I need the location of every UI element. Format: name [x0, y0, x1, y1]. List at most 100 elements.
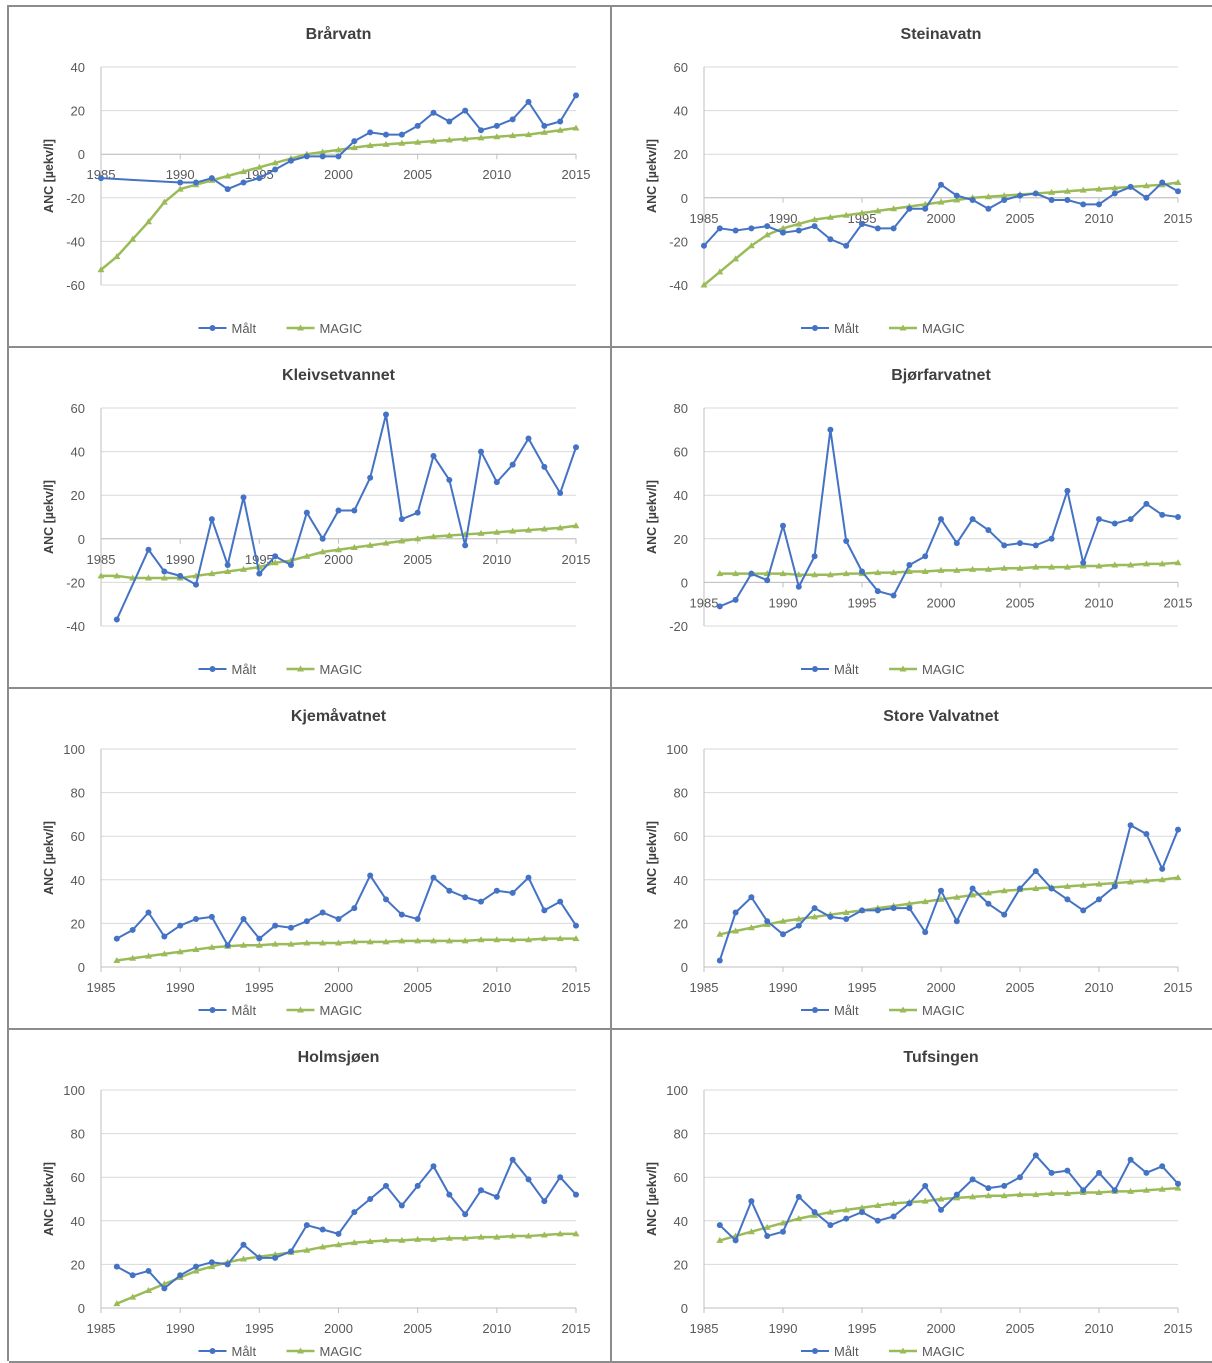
x-tick-label: 2005: [1006, 595, 1035, 610]
data-point-magic: [1111, 561, 1119, 568]
data-point-malt: [1032, 1152, 1039, 1159]
data-point-malt: [969, 516, 976, 523]
data-point-malt: [430, 109, 437, 116]
data-point-malt: [208, 1259, 215, 1266]
data-point-malt: [509, 1156, 516, 1163]
y-tick-label: 80: [71, 786, 85, 801]
data-point-malt: [462, 1211, 469, 1218]
data-point-malt: [748, 225, 755, 232]
data-point-malt: [145, 1267, 152, 1274]
x-tick-label: 1990: [166, 1321, 195, 1336]
data-point-malt: [938, 887, 944, 894]
data-point-malt: [732, 227, 739, 234]
y-tick-label: 0: [78, 960, 85, 975]
data-point-malt: [272, 922, 279, 929]
data-point-malt: [557, 898, 564, 905]
data-point-magic: [145, 952, 152, 959]
data-point-malt: [780, 522, 786, 529]
legend-marker-malt: [209, 666, 216, 672]
data-point-magic: [1079, 186, 1087, 193]
x-tick-label: 1990: [166, 167, 195, 182]
legend-marker-magic: [297, 1347, 304, 1354]
data-point-magic: [271, 940, 279, 947]
data-point-malt: [256, 935, 263, 942]
data-point-magic: [858, 1204, 866, 1211]
data-point-magic: [763, 1223, 771, 1230]
data-point-magic: [240, 168, 247, 175]
data-point-malt: [827, 1222, 834, 1229]
chart-title: Bjørfarvatnet: [891, 367, 991, 384]
data-point-malt: [1048, 535, 1055, 542]
data-point-malt: [1143, 500, 1150, 507]
y-tick-label: 60: [71, 829, 85, 844]
data-point-magic: [747, 1228, 755, 1235]
data-point-malt: [303, 509, 310, 516]
data-point-magic: [509, 1232, 517, 1239]
y-axis-label: ANC [µekv/l]: [645, 1162, 659, 1236]
data-point-magic: [240, 941, 247, 948]
data-point-magic: [208, 943, 216, 950]
data-point-malt: [430, 1163, 437, 1170]
legend-label-magic: MAGIC: [922, 1344, 965, 1359]
data-point-magic: [937, 198, 945, 205]
data-point-malt: [161, 1285, 168, 1292]
data-point-malt: [1096, 201, 1102, 208]
data-point-magic: [382, 140, 390, 147]
y-axis-label: ANC [µekv/l]: [645, 821, 659, 895]
data-point-magic: [1095, 562, 1103, 569]
data-point-malt: [859, 568, 865, 575]
y-tick-label: 20: [674, 147, 688, 162]
data-point-malt: [716, 603, 723, 610]
chart-title: Store Valvatnet: [883, 708, 999, 725]
data-point-malt: [493, 887, 500, 894]
data-point-malt: [367, 1196, 374, 1202]
x-tick-label: 2005: [1006, 211, 1035, 226]
data-point-malt: [1127, 822, 1134, 829]
data-point-malt: [367, 129, 374, 136]
legend-label-magic: MAGIC: [320, 321, 363, 336]
legend-marker-malt: [209, 1007, 216, 1013]
data-point-magic: [1158, 560, 1166, 567]
data-point-malt: [303, 153, 310, 160]
data-point-magic: [747, 924, 755, 931]
data-point-magic: [509, 132, 517, 139]
data-point-malt: [1048, 885, 1055, 892]
data-point-malt: [1111, 883, 1118, 890]
x-tick-label: 2015: [1164, 1321, 1193, 1336]
data-point-malt: [859, 907, 865, 914]
data-point-malt: [383, 896, 389, 903]
data-point-magic: [540, 1231, 548, 1238]
data-point-magic: [461, 1234, 469, 1241]
data-point-malt: [795, 583, 802, 590]
data-point-malt: [1017, 885, 1023, 892]
data-point-malt: [573, 1191, 579, 1198]
data-point-magic: [1063, 187, 1071, 194]
data-point-magic: [1095, 1188, 1103, 1195]
data-point-magic: [1174, 179, 1182, 186]
data-point-magic: [1158, 876, 1166, 883]
x-tick-label: 2005: [1006, 980, 1035, 995]
data-point-magic: [842, 1206, 850, 1213]
data-point-malt: [1159, 1163, 1166, 1170]
x-tick-label: 2000: [324, 1321, 353, 1336]
data-point-malt: [557, 490, 564, 497]
data-point-malt: [414, 122, 421, 129]
legend-marker-magic: [899, 1006, 907, 1013]
data-point-malt: [843, 1215, 850, 1222]
data-point-malt: [398, 131, 405, 138]
data-point-magic: [556, 524, 564, 531]
data-point-malt: [764, 223, 771, 230]
data-point-malt: [1001, 542, 1008, 549]
data-point-malt: [922, 929, 929, 936]
data-point-malt: [177, 922, 184, 929]
data-point-malt: [398, 516, 405, 523]
data-point-magic: [811, 913, 819, 920]
data-point-magic: [1142, 877, 1150, 884]
x-tick-label: 2015: [562, 167, 591, 182]
x-tick-label: 2010: [1085, 980, 1114, 995]
data-point-malt: [367, 474, 374, 481]
data-point-magic: [1095, 880, 1103, 887]
y-axis-label: ANC [µekv/l]: [42, 139, 56, 213]
data-point-magic: [303, 939, 311, 946]
